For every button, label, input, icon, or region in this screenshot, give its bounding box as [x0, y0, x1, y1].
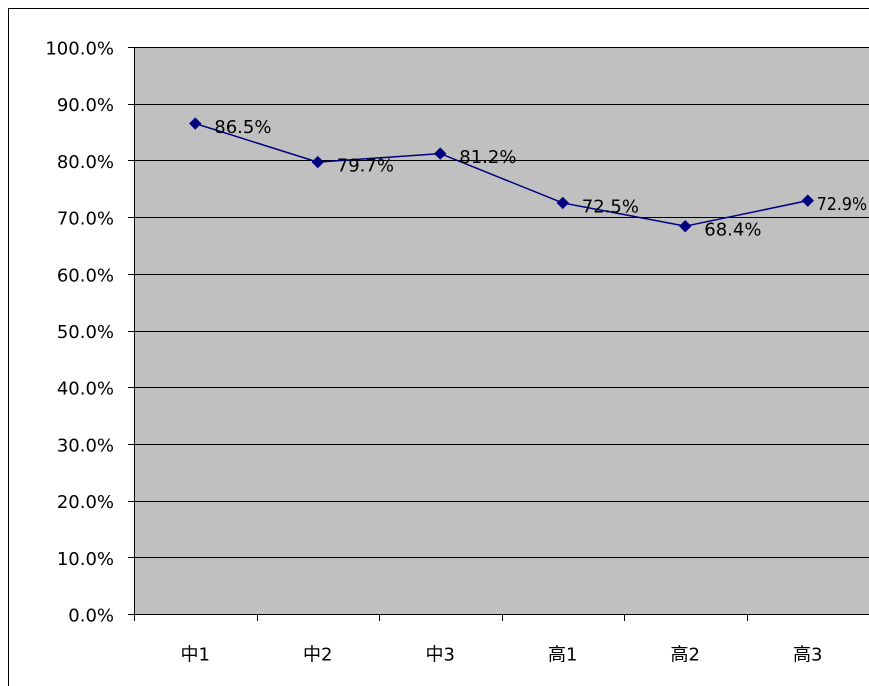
x-tick-label: 中3 [426, 645, 455, 666]
x-tick-label: 高3 [793, 645, 822, 666]
series-line [195, 122, 808, 227]
data-label: 72.9% [817, 194, 867, 215]
series [189, 117, 814, 233]
data-labels: 86.5% 79.7% 81.2% 72.5% 68.4% 72.9% [214, 117, 867, 241]
data-point-marker [434, 147, 447, 160]
data-label: 79.7% [337, 156, 394, 177]
y-tick-label: 20.0% [57, 492, 114, 513]
x-axis: 中1 中2 中3 高1 高2 高3 [134, 614, 869, 666]
y-tick-label: 70.0% [57, 209, 114, 230]
plot-area [134, 47, 869, 614]
data-point-marker [801, 194, 814, 207]
data-label: 81.2% [459, 147, 516, 168]
data-point-marker [189, 117, 202, 130]
y-tick-label: 90.0% [57, 95, 114, 116]
y-axis: 0.0% 10.0% 20.0% 30.0% 40.0% 50.0% 60.0% 70.0% 8… [45, 39, 135, 627]
y-tick-label: 50.0% [57, 322, 114, 343]
y-tick-label: 80.0% [57, 152, 114, 173]
x-tick-label: 高2 [671, 645, 700, 666]
x-tick-label: 高1 [548, 645, 577, 666]
data-label: 86.5% [214, 117, 271, 138]
chart-frame [8, 8, 869, 686]
y-tick-label: 30.0% [57, 435, 114, 456]
data-label: 68.4% [704, 220, 761, 241]
y-tick-label: 10.0% [57, 549, 114, 570]
data-point-marker [556, 196, 569, 210]
data-label: 72.5% [582, 196, 639, 217]
y-tick-label: 60.0% [57, 265, 114, 286]
x-tick-label: 中1 [181, 645, 210, 666]
y-tick-label: 0.0% [68, 606, 114, 627]
y-tick-label: 40.0% [57, 379, 114, 400]
y-tick-label: 100.0% [45, 39, 114, 60]
x-tick-label: 中2 [303, 645, 332, 666]
data-point-marker [311, 155, 324, 169]
data-point-marker [679, 219, 692, 233]
